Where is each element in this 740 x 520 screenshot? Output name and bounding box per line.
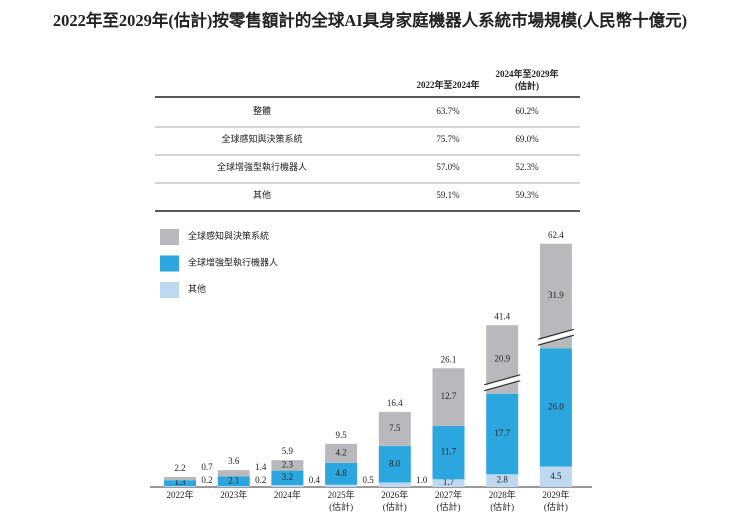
value-label: 11.7 xyxy=(441,447,457,457)
value-label: 31.9 xyxy=(548,290,564,300)
value-label: 0.7 xyxy=(201,462,213,472)
legend-swatch xyxy=(160,229,179,245)
axis-break-line xyxy=(484,380,521,392)
table-row-label: 全球增強型執行機器人 xyxy=(217,161,307,172)
table-cell: 69.0% xyxy=(515,134,539,144)
x-tick-label: 2026年 xyxy=(381,489,408,500)
bar-segment xyxy=(486,474,519,487)
total-label: 3.6 xyxy=(228,456,240,466)
table-header: (估計) xyxy=(515,80,539,91)
table-cell: 59.1% xyxy=(436,190,460,200)
bar-segment xyxy=(217,470,250,477)
chart-title: 2022年至2029年(估計)按零售額計的全球AI具身家庭機器人系統市場規模(人… xyxy=(53,10,687,30)
axis-break-line xyxy=(484,374,521,386)
value-label: 4.2 xyxy=(335,447,346,457)
bar-segment xyxy=(271,485,304,487)
value-label: 12.7 xyxy=(441,391,457,401)
bar-segment xyxy=(325,484,358,487)
axis-break xyxy=(537,330,574,345)
table-header: 2022年至2024年 xyxy=(416,79,479,90)
value-label: 26.0 xyxy=(548,401,564,411)
table-row-label: 全球感知與決策系統 xyxy=(221,133,302,144)
axis-break xyxy=(484,375,521,390)
value-label: 4.8 xyxy=(335,468,347,478)
x-tick-label: (估計) xyxy=(544,501,568,512)
bar-segment xyxy=(325,462,358,485)
legend-label: 全球感知與決策系統 xyxy=(188,230,269,241)
value-label: 4.5 xyxy=(550,471,562,481)
bar-segment xyxy=(539,466,572,487)
bar-segment xyxy=(217,486,250,487)
table-row-label: 整體 xyxy=(253,105,271,116)
value-label: 2.3 xyxy=(282,459,294,469)
value-label: 0.2 xyxy=(201,475,212,485)
value-label: 0.5 xyxy=(362,475,374,485)
total-label: 5.9 xyxy=(282,446,294,456)
x-tick-label: 2022年 xyxy=(166,489,193,500)
x-tick-label: 2027年 xyxy=(435,489,462,500)
x-tick-label: (估計) xyxy=(329,501,353,512)
value-label: 3.2 xyxy=(282,472,293,482)
bar-segment xyxy=(378,446,411,483)
bar-segment xyxy=(164,480,196,487)
x-tick-label: (估計) xyxy=(490,501,514,512)
x-tick-label: 2025年 xyxy=(328,489,355,500)
table-cell: 59.3% xyxy=(515,190,539,200)
value-label: 1.0 xyxy=(416,475,428,485)
value-label: 0.4 xyxy=(309,475,321,485)
x-tick-label: 2029年 xyxy=(542,489,569,500)
bar-segment xyxy=(378,482,411,487)
x-tick-label: (估計) xyxy=(437,501,461,512)
value-label: 2.1 xyxy=(228,475,239,485)
axis-break-line xyxy=(537,334,575,346)
bar-segment xyxy=(432,479,465,487)
value-label: 17.7 xyxy=(494,428,510,438)
total-label: 41.4 xyxy=(494,311,510,321)
x-tick-label: (估計) xyxy=(383,501,407,512)
axis-break-line xyxy=(537,328,575,340)
value-label: 8.0 xyxy=(389,458,401,468)
bar-segment xyxy=(164,486,196,487)
value-label: 7.5 xyxy=(389,423,401,433)
table-cell: 52.3% xyxy=(515,162,539,172)
bar-segment xyxy=(325,443,358,463)
x-tick-label: 2028年 xyxy=(489,489,516,500)
x-tick-label: 2023年 xyxy=(220,489,247,500)
bar-segment xyxy=(378,411,411,447)
bar-segment xyxy=(539,348,572,467)
bar-segment xyxy=(432,368,465,427)
value-label: 2.8 xyxy=(497,475,509,485)
bar-segment xyxy=(217,476,250,487)
total-label: 9.5 xyxy=(335,430,347,440)
value-label: 0.2 xyxy=(255,475,266,485)
total-label: 62.4 xyxy=(548,230,564,240)
legend-label: 其他 xyxy=(188,283,206,294)
legend-swatch xyxy=(160,255,179,272)
table-cell: 60.2% xyxy=(515,106,539,116)
bar-segment xyxy=(271,460,304,471)
total-label: 2.2 xyxy=(174,463,185,473)
bar-segment xyxy=(271,470,304,486)
total-label: 26.1 xyxy=(441,354,457,364)
table-row-label: 其他 xyxy=(253,189,271,200)
legend-label: 全球增強型執行機器人 xyxy=(188,257,278,268)
bar-segment xyxy=(432,426,465,480)
value-label: 20.9 xyxy=(494,354,510,364)
value-label: 1.4 xyxy=(255,462,267,472)
x-tick-label: 2024年 xyxy=(274,489,301,500)
value-label: 1.7 xyxy=(443,477,455,487)
total-label: 16.4 xyxy=(387,398,403,408)
table-cell: 57.0% xyxy=(436,162,460,172)
value-label: 1.3 xyxy=(174,477,186,487)
bar-segment xyxy=(164,476,196,481)
bar-segment xyxy=(486,393,519,475)
table-cell: 75.7% xyxy=(436,134,460,144)
table-header: 2024年至2029年 xyxy=(495,68,558,79)
table-cell: 63.7% xyxy=(436,106,460,116)
legend-swatch xyxy=(160,282,179,298)
